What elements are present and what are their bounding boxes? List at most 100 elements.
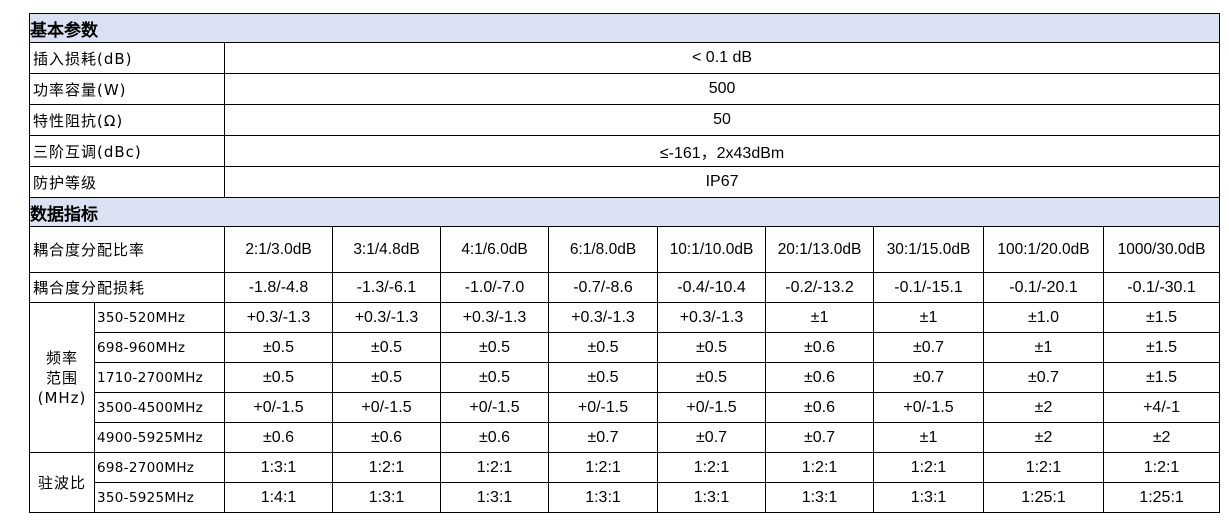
ratio-cell: 20:1/13.0dB xyxy=(765,226,874,273)
freq-cell: ±0.7 xyxy=(657,422,766,453)
freq-group-line: (MHz) xyxy=(37,388,87,407)
ratio-row: 耦合度分配比率 2:1/3.0dB 3:1/4.8dB 4:1/6.0dB 6:1/8.… xyxy=(29,226,1221,273)
section-title-basic: 基本参数 xyxy=(28,13,1221,43)
loss-cell: -1.0/-7.0 xyxy=(440,272,549,303)
freq-cell: ±1 xyxy=(873,422,984,453)
freq-cell: ±0.5 xyxy=(548,362,658,393)
vswr-row: 驻波比 698-2700MHz 1:3:1 1:2:1 1:2:1 1:2:1 1:2:1 1… xyxy=(29,452,1221,513)
freq-cell: +0/-1.5 xyxy=(873,392,984,423)
vswr-cell: 1:3:1 xyxy=(224,452,333,483)
param-value: 50 xyxy=(223,104,1221,136)
freq-cell: ±0.6 xyxy=(765,332,874,363)
freq-cell: ±0.5 xyxy=(332,362,441,393)
freq-cell: ±1 xyxy=(765,302,874,333)
param-value: ≤-161，2x43dBm xyxy=(223,135,1221,167)
vswr-cell: 1:2:1 xyxy=(440,452,549,483)
freq-cell: ±1.5 xyxy=(1102,332,1221,363)
vswr-cell: 1:25:1 xyxy=(983,482,1104,513)
loss-label: 耦合度分配损耗 xyxy=(29,272,225,303)
band-label: 350-520MHz xyxy=(94,302,225,333)
freq-group-line: 范围 xyxy=(45,368,78,387)
vswr-cell: 1:2:1 xyxy=(983,452,1104,483)
param-row: 特性阻抗(Ω) 50 xyxy=(29,104,1221,136)
freq-cell: ±0.5 xyxy=(332,332,441,363)
band-label: 3500-4500MHz xyxy=(94,392,225,423)
freq-cell: ±0.5 xyxy=(224,332,333,363)
param-label: 三阶互调(dBc) xyxy=(29,135,225,167)
freq-cell: ±0.5 xyxy=(440,362,549,393)
freq-cell: ±0.7 xyxy=(873,332,984,363)
freq-cell: +0/-1.5 xyxy=(657,392,766,423)
freq-cell: ±0.6 xyxy=(224,422,333,453)
vswr-cell: 1:2:1 xyxy=(873,452,984,483)
freq-cell: +0.3/-1.3 xyxy=(548,302,658,333)
ratio-cell: 100:1/20.0dB xyxy=(983,226,1104,273)
freq-cell: ±0.7 xyxy=(765,422,874,453)
loss-cell: -1.3/-6.1 xyxy=(332,272,441,303)
freq-cell: +0.3/-1.3 xyxy=(224,302,333,333)
param-value: < 0.1 dB xyxy=(223,42,1221,74)
ratio-cell: 3:1/4.8dB xyxy=(332,226,441,273)
freq-group-line: 频率 xyxy=(45,348,78,367)
freq-cell: ±0.7 xyxy=(983,362,1104,393)
param-label: 插入损耗(dB) xyxy=(29,42,225,74)
band-label: 698-960MHz xyxy=(94,332,225,363)
freq-row: 698-960MHz ±0.5 ±0.5 ±0.5 ±0.5 ±0.5 ±0.6 ±0.7 ±1… xyxy=(30,332,1221,363)
param-value: IP67 xyxy=(223,166,1221,198)
loss-cell: -0.4/-10.4 xyxy=(657,272,766,303)
param-label: 防护等级 xyxy=(29,166,225,198)
freq-cell: ±1.0 xyxy=(983,302,1104,333)
freq-cell: +0.3/-1.3 xyxy=(332,302,441,333)
freq-cell: ±1 xyxy=(983,332,1104,363)
freq-cell: ±0.7 xyxy=(548,422,658,453)
vswr-row: 350-5925MHz 1:4:1 1:3:1 1:3:1 1:3:1 1:3:1 1:3:… xyxy=(30,482,1221,513)
freq-cell: +0/-1.5 xyxy=(548,392,658,423)
freq-row: 3500-4500MHz +0/-1.5 +0/-1.5 +0/-1.5 +0/-1.5… xyxy=(30,392,1221,423)
vswr-cell: 1:3:1 xyxy=(873,482,984,513)
freq-cell: ±2 xyxy=(1102,422,1221,453)
freq-cell: +0.3/-1.3 xyxy=(440,302,549,333)
freq-cell: ±0.6 xyxy=(440,422,549,453)
freq-cell: ±0.5 xyxy=(224,362,333,393)
loss-row: 耦合度分配损耗 -1.8/-4.8 -1.3/-6.1 -1.0/-7.0 -0.7/-… xyxy=(29,272,1221,303)
section-header-basic: 基本参数 xyxy=(28,13,1221,43)
freq-cell: ±0.6 xyxy=(332,422,441,453)
vswr-cell: 1:3:1 xyxy=(332,482,441,513)
band-label: 4900-5925MHz xyxy=(94,422,225,453)
vswr-cell: 1:2:1 xyxy=(765,452,874,483)
loss-cell: -0.1/-30.1 xyxy=(1102,272,1221,303)
param-row: 防护等级 IP67 xyxy=(29,166,1221,198)
freq-cell: ±0.7 xyxy=(873,362,984,393)
loss-cell: -0.2/-13.2 xyxy=(765,272,874,303)
band-label: 1710-2700MHz xyxy=(94,362,225,393)
freq-row: 4900-5925MHz ±0.6 ±0.6 ±0.6 ±0.7 ±0.7 ±0.7 ±1 ±2… xyxy=(30,422,1221,453)
ratio-cell: 10:1/10.0dB xyxy=(657,226,766,273)
freq-cell: ±2 xyxy=(983,392,1104,423)
loss-cell: -0.7/-8.6 xyxy=(548,272,658,303)
spec-table: 基本参数 插入损耗(dB) < 0.1 dB 功率容量(W) 500 特性阻抗(Ω) 50 三… xyxy=(28,13,1221,513)
param-label: 功率容量(W) xyxy=(29,73,225,105)
band-label: 698-2700MHz xyxy=(94,452,225,483)
vswr-group-label: 驻波比 xyxy=(29,452,95,513)
vswr-cell: 1:25:1 xyxy=(1102,482,1221,513)
freq-cell: +0.3/-1.3 xyxy=(657,302,766,333)
freq-cell: ±0.5 xyxy=(548,332,658,363)
vswr-cell: 1:2:1 xyxy=(1102,452,1221,483)
freq-cell: ±0.5 xyxy=(657,362,766,393)
loss-cell: -0.1/-15.1 xyxy=(873,272,984,303)
vswr-cell: 1:2:1 xyxy=(332,452,441,483)
ratio-cell: 6:1/8.0dB xyxy=(548,226,658,273)
param-value: 500 xyxy=(223,73,1221,105)
vswr-cell: 1:3:1 xyxy=(657,482,766,513)
ratio-cell: 4:1/6.0dB xyxy=(440,226,549,273)
freq-cell: ±0.5 xyxy=(657,332,766,363)
vswr-cell: 1:2:1 xyxy=(657,452,766,483)
freq-group-label: 频率 范围 (MHz) xyxy=(29,302,95,453)
ratio-cell: 2:1/3.0dB xyxy=(224,226,333,273)
freq-cell: ±0.6 xyxy=(765,392,874,423)
loss-cell: -0.1/-20.1 xyxy=(983,272,1104,303)
vswr-cell: 1:3:1 xyxy=(440,482,549,513)
ratio-cell: 1000/30.0dB xyxy=(1102,226,1221,273)
freq-cell: +0/-1.5 xyxy=(332,392,441,423)
section-header-data: 数据指标 xyxy=(28,197,1221,227)
